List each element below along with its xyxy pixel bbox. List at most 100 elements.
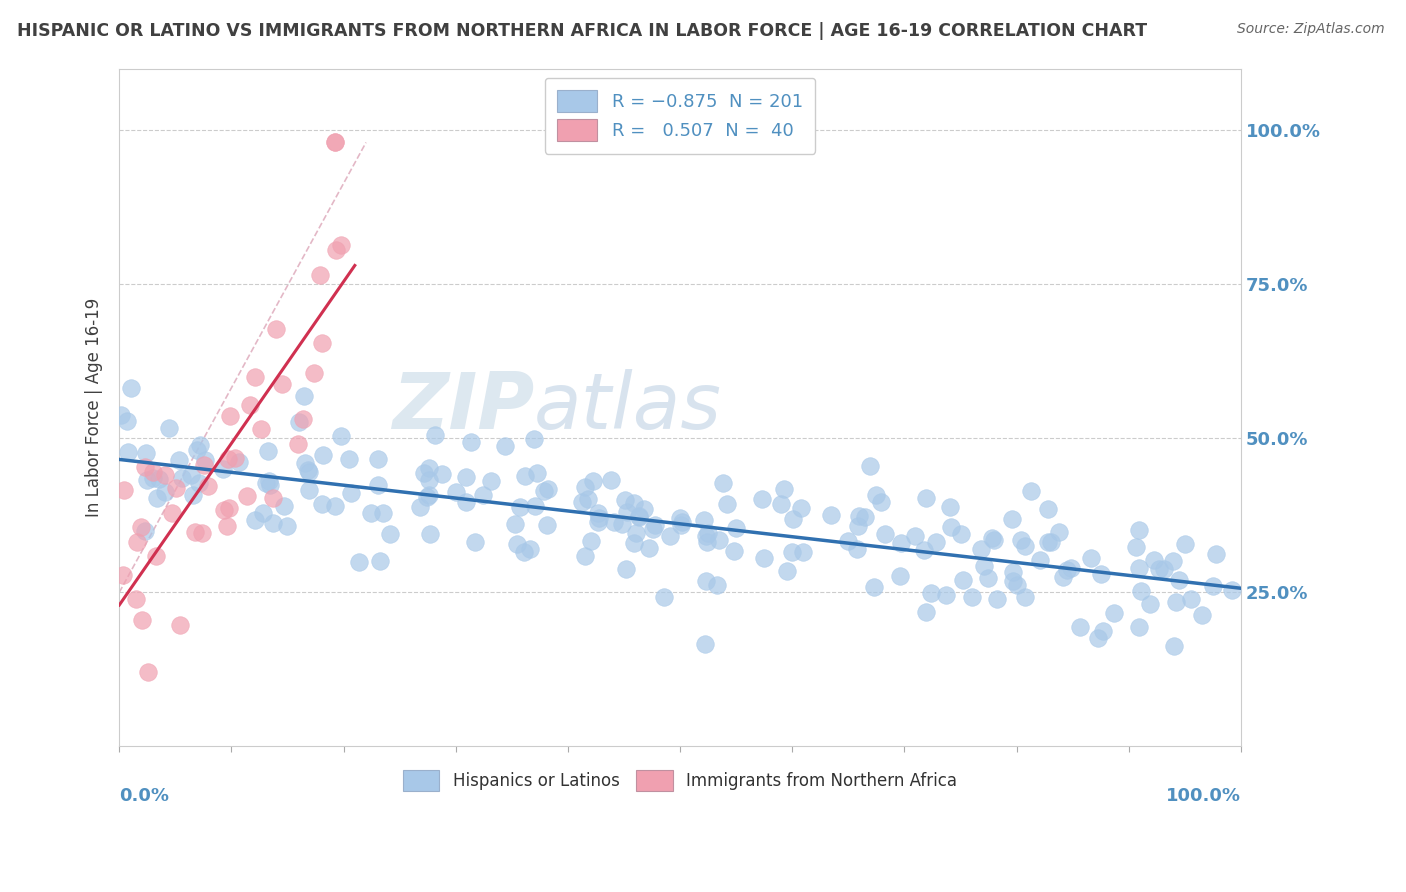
Point (1005, 577, 1028, 591)
Point (1168, 573, 1191, 587)
Point (904, 529, 927, 543)
Point (243, 513, 266, 527)
Point (125, 592, 148, 607)
Point (641, 522, 664, 536)
Point (696, 534, 718, 549)
Point (600, 473, 623, 487)
Point (846, 519, 869, 533)
Point (973, 558, 995, 573)
Point (1104, 606, 1126, 620)
Point (243, 369, 266, 384)
Point (509, 500, 531, 514)
Point (1147, 562, 1170, 576)
Text: 100.0%: 100.0% (1166, 787, 1241, 805)
Point (1153, 562, 1175, 576)
Point (952, 574, 974, 588)
Point (330, 238, 353, 252)
Point (960, 591, 983, 605)
Point (579, 533, 602, 548)
Point (134, 524, 156, 538)
Point (367, 478, 389, 492)
Point (224, 451, 246, 466)
Point (574, 549, 596, 564)
Point (347, 555, 370, 569)
Point (1128, 561, 1150, 575)
Point (862, 581, 884, 595)
Point (252, 506, 274, 520)
Point (939, 500, 962, 514)
Point (1014, 540, 1036, 554)
Point (197, 478, 219, 492)
Point (723, 544, 745, 558)
Point (644, 517, 666, 532)
Point (460, 434, 482, 449)
Point (1202, 579, 1225, 593)
Point (780, 545, 803, 559)
Point (308, 268, 330, 282)
Point (790, 500, 813, 515)
Point (412, 467, 434, 481)
Point (669, 511, 692, 525)
Point (981, 531, 1004, 545)
Point (692, 513, 714, 527)
Point (586, 506, 609, 520)
Text: 0.0%: 0.0% (120, 787, 169, 805)
Point (211, 462, 233, 476)
Point (1038, 535, 1060, 549)
Point (1014, 591, 1036, 605)
Point (472, 487, 495, 501)
Point (264, 322, 287, 336)
Point (191, 525, 214, 540)
Point (367, 452, 389, 467)
Point (418, 473, 440, 487)
Point (131, 613, 153, 627)
Point (603, 515, 626, 529)
Point (627, 509, 650, 524)
Point (638, 541, 661, 556)
Point (188, 437, 211, 451)
Point (287, 436, 309, 450)
Point (1091, 624, 1114, 638)
Point (188, 475, 211, 490)
Point (302, 366, 325, 380)
Point (865, 488, 887, 502)
Point (1164, 594, 1187, 608)
Point (695, 637, 717, 651)
Point (135, 446, 157, 460)
Point (614, 492, 637, 507)
Point (920, 585, 942, 599)
Point (153, 467, 176, 482)
Point (217, 452, 239, 467)
Point (671, 517, 693, 532)
Point (1080, 550, 1102, 565)
Point (709, 533, 731, 547)
Point (506, 537, 529, 551)
Point (193, 458, 215, 472)
Point (624, 526, 647, 541)
Point (610, 517, 633, 532)
Point (935, 588, 957, 602)
Point (752, 551, 775, 566)
Point (770, 497, 793, 511)
Point (523, 433, 546, 447)
Point (1036, 502, 1059, 516)
Point (1001, 512, 1024, 526)
Point (820, 508, 842, 522)
Point (257, 443, 280, 458)
Point (1205, 547, 1227, 561)
Point (848, 508, 870, 523)
Point (1128, 619, 1150, 633)
Point (1087, 631, 1109, 645)
Point (1191, 607, 1213, 622)
Point (782, 512, 804, 526)
Point (513, 469, 536, 483)
Point (165, 481, 187, 495)
Point (519, 542, 541, 557)
Point (218, 500, 240, 515)
Point (582, 474, 605, 488)
Point (117, 414, 139, 428)
Point (142, 465, 165, 479)
Point (986, 592, 1008, 607)
Point (329, 428, 352, 442)
Point (616, 505, 638, 519)
